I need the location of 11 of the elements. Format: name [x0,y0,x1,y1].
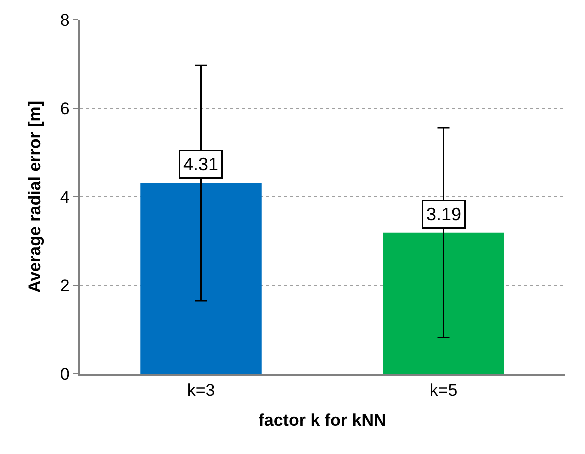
y-tick-label: 0 [60,364,70,384]
x-tick-label: k=5 [430,381,458,400]
x-axis-title: factor k for kNN [258,411,386,430]
y-axis-title: Average radial error [m] [25,100,44,294]
data-label: 3.19 [426,204,462,224]
y-tick-label: 2 [60,276,70,296]
x-tick-label: k=3 [187,381,216,400]
data-label: 4.31 [184,154,219,174]
y-tick-label: 4 [60,188,70,207]
y-tick-label: 8 [60,10,70,30]
y-tick-label: 6 [60,99,70,118]
